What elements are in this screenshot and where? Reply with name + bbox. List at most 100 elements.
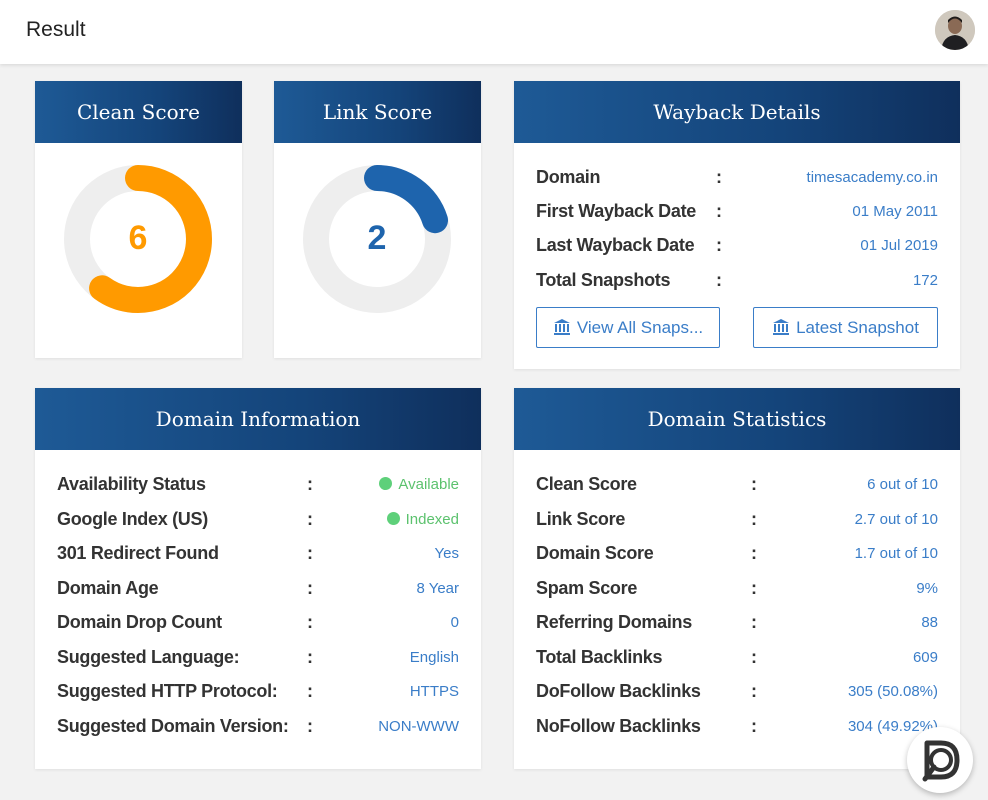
row-label: Google Index (US) [57,509,208,529]
row-label: 301 Redirect Found [57,543,219,563]
info-row-version: Suggested Domain Version: : NON-WWW [57,714,459,740]
row-label: Domain [536,167,601,187]
row-separator: : [716,167,722,187]
link-score-donut: 2 [303,165,451,313]
bank-icon [553,319,570,335]
row-value: 0 [450,614,459,631]
row-separator: : [751,474,757,494]
status-dot-icon [379,477,393,490]
row-label: Suggested HTTP Protocol: [57,681,278,701]
row-value: 01 Jul 2019 [860,237,938,254]
wayback-title: Wayback Details [514,81,960,143]
row-label: NoFollow Backlinks [536,716,701,736]
clean-score-card: Clean Score 6 [35,81,242,358]
row-label: Total Backlinks [536,647,663,667]
row-separator: : [307,509,313,529]
row-value: 2.7 out of 10 [854,511,938,528]
wayback-row-domain: Domain : timesacademy.co.in [536,165,938,191]
wayback-row-first-date: First Wayback Date : 01 May 2011 [536,199,938,225]
domain-stats-title: Domain Statistics [514,388,960,450]
row-separator: : [307,681,313,701]
row-label: Domain Age [57,578,159,598]
stats-row-domain-score: Domain Score : 1.7 out of 10 [536,541,938,567]
stats-row-nofollow: NoFollow Backlinks : 304 (49.92%) [536,714,938,740]
link-score-value: 2 [367,219,387,257]
latest-label: Latest Snapshot [796,318,919,337]
row-value: HTTPS [409,683,459,700]
chat-bubble-icon [922,740,960,782]
top-bar: Result [0,0,988,64]
row-separator: : [307,474,313,494]
stats-row-clean-score: Clean Score : 6 out of 10 [536,472,938,498]
page-title: Result [26,18,86,41]
chat-widget-button[interactable] [907,727,973,793]
bank-icon [773,319,790,335]
row-separator: : [307,647,313,667]
link-score-arc [303,165,451,313]
row-value: 609 [912,649,938,666]
row-label: DoFollow Backlinks [536,681,701,701]
row-value: English [409,649,459,666]
row-separator: : [751,647,757,667]
latest-snapshot-button[interactable]: Latest Snapshot [753,307,938,348]
row-label: Suggested Domain Version: [57,716,289,736]
row-label: Total Snapshots [536,270,671,290]
status-text: Indexed [405,511,459,528]
row-value: 9% [916,580,938,597]
row-label: Clean Score [536,474,637,494]
row-label: First Wayback Date [536,201,696,221]
row-separator: : [716,235,722,255]
domain-info-card: Domain Information Availability Status :… [35,388,481,769]
info-row-availability: Availability Status : Available [57,472,459,498]
row-value: 304 (49.92%) [847,718,938,735]
row-separator: : [751,578,757,598]
status-text: Available [398,476,459,493]
row-separator: : [307,543,313,563]
row-value: 8 Year [416,580,459,597]
row-value: Available [379,476,459,493]
avatar-image [935,10,975,50]
info-row-redirect: 301 Redirect Found : Yes [57,541,459,567]
wayback-row-last-date: Last Wayback Date : 01 Jul 2019 [536,233,938,259]
info-row-language: Suggested Language: : English [57,645,459,671]
row-value: Yes [434,545,459,562]
clean-score-value: 6 [128,219,148,257]
row-value: NON-WWW [378,718,459,735]
row-separator: : [307,578,313,598]
stats-row-total-backlinks: Total Backlinks : 609 [536,645,938,671]
link-score-title: Link Score [274,81,481,143]
row-separator: : [716,270,722,290]
stats-row-referring-domains: Referring Domains : 88 [536,610,938,636]
domain-stats-card: Domain Statistics Clean Score : 6 out of… [514,388,960,769]
domain-link[interactable]: timesacademy.co.in [806,169,938,186]
row-value: 305 (50.08%) [847,683,938,700]
row-value: 6 out of 10 [867,476,938,493]
clean-score-donut: 6 [64,165,212,313]
row-separator: : [751,509,757,529]
row-value: Indexed [386,511,459,528]
row-value: 01 May 2011 [852,203,938,220]
stats-row-dofollow: DoFollow Backlinks : 305 (50.08%) [536,679,938,705]
row-label: Spam Score [536,578,638,598]
row-separator: : [751,716,757,736]
clean-score-arc [64,165,212,313]
row-separator: : [716,201,722,221]
row-value: 172 [912,272,938,289]
view-all-snapshots-button[interactable]: View All Snaps... [536,307,720,348]
info-row-protocol: Suggested HTTP Protocol: : HTTPS [57,679,459,705]
status-dot-icon [386,512,400,525]
row-label: Availability Status [57,474,206,494]
user-avatar[interactable] [935,10,975,50]
row-separator: : [751,681,757,701]
link-score-card: Link Score 2 [274,81,481,358]
wayback-row-snapshots: Total Snapshots : 172 [536,268,938,294]
row-label: Suggested Language: [57,647,240,667]
info-row-google-index: Google Index (US) : Indexed [57,507,459,533]
row-label: Last Wayback Date [536,235,695,255]
view-all-label: View All Snaps... [576,318,704,337]
row-separator: : [751,543,757,563]
row-label: Link Score [536,509,626,529]
row-separator: : [307,716,313,736]
row-value: 88 [921,614,938,631]
wayback-card: Wayback Details Domain : timesacademy.co… [514,81,960,369]
